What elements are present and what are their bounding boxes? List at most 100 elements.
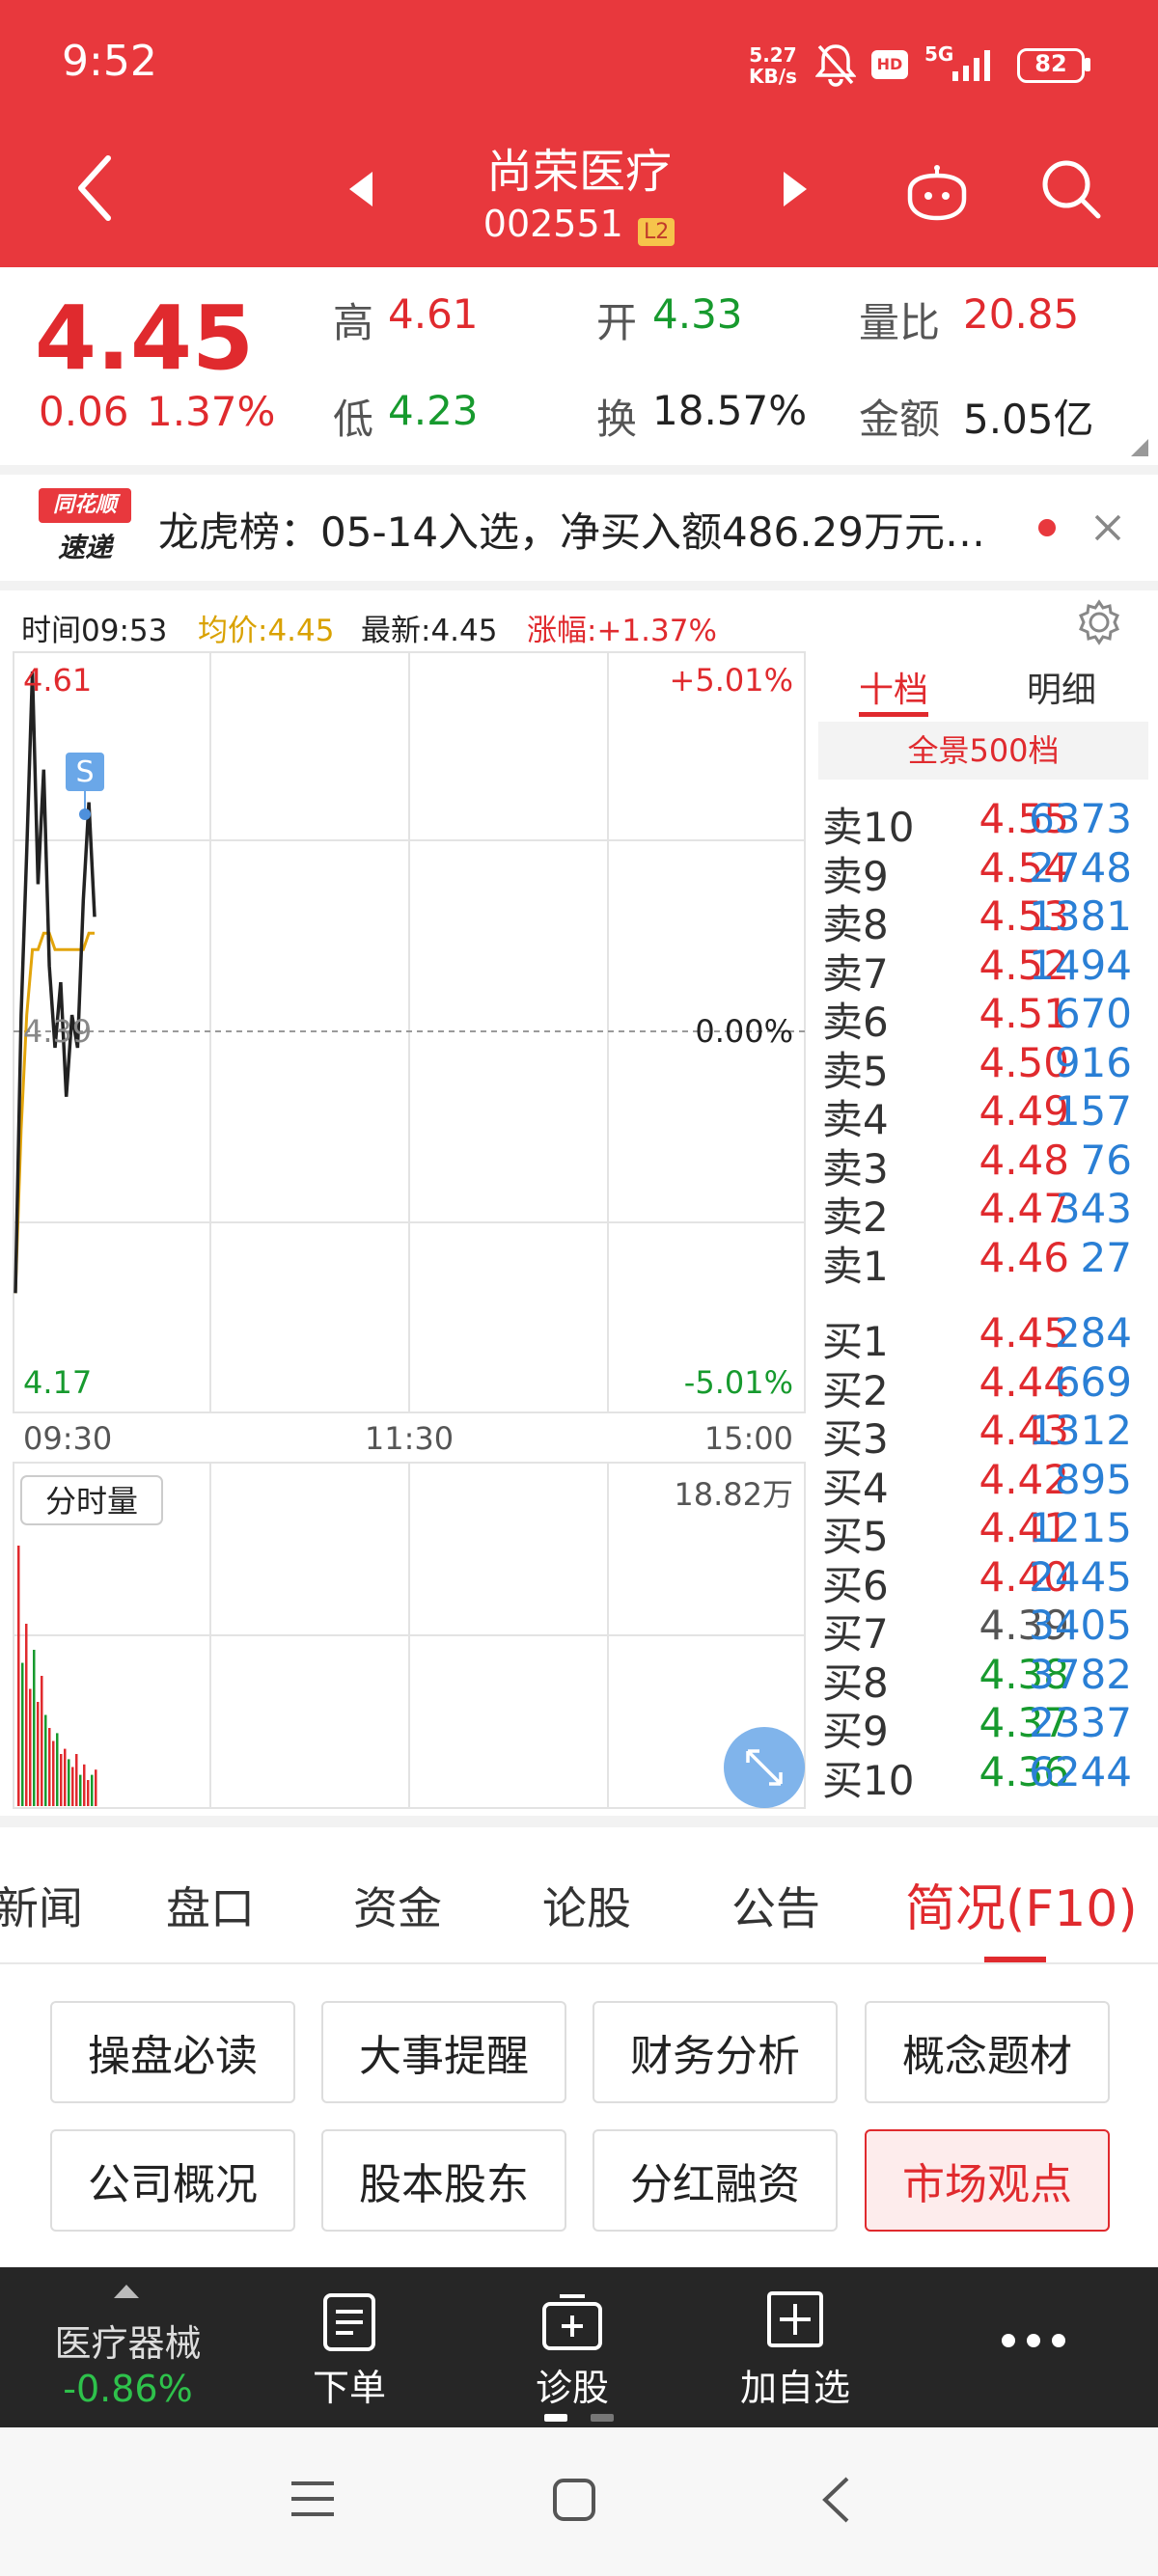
ask-row[interactable]: 卖1 4.46 27 <box>0 1234 1158 1290</box>
vol-tag[interactable]: 分时量 <box>20 1475 163 1525</box>
f10-button-3[interactable]: 概念题材 <box>865 2001 1110 2103</box>
tab-ten-levels[interactable]: 十档 <box>859 671 929 710</box>
low-value: 4.23 <box>388 387 479 434</box>
bid-price: 4.39 <box>979 1602 1069 1649</box>
ask-label: 卖7 <box>822 949 889 998</box>
system-back-icon[interactable] <box>820 2476 851 2524</box>
ask-row[interactable]: 卖5 4.50 916 <box>0 1038 1158 1095</box>
f10-button-2[interactable]: 财务分析 <box>593 2001 838 2103</box>
volume-bar <box>83 1764 86 1806</box>
search-icon[interactable] <box>1040 158 1102 220</box>
ask-row[interactable]: 卖4 4.49 157 <box>0 1087 1158 1143</box>
ask-row[interactable]: 卖3 4.48 76 <box>0 1137 1158 1192</box>
ask-price: 4.51 <box>979 990 1069 1037</box>
chart-mid-pct: 0.00% <box>695 1013 793 1050</box>
home-icon[interactable] <box>552 2478 596 2522</box>
ask-row[interactable]: 卖6 4.51 670 <box>0 990 1158 1046</box>
vol-tag-label: 分时量 <box>45 1483 138 1520</box>
next-stock-icon[interactable] <box>780 170 809 208</box>
bid-volume: 2337 <box>1029 1699 1132 1746</box>
tab-4[interactable]: 公告 <box>731 1882 820 1934</box>
bid-row[interactable]: 买7 4.39 3405 <box>0 1602 1158 1658</box>
add-watchlist-button[interactable]: 加自选 <box>739 2367 850 2409</box>
volume-bar <box>21 1662 24 1806</box>
more-icon[interactable] <box>1000 2331 1067 2350</box>
tab-0[interactable]: 新闻 <box>0 1882 83 1934</box>
f10-button-5[interactable]: 股本股东 <box>321 2129 566 2232</box>
bid-volume: 895 <box>1054 1455 1132 1503</box>
volume-bar <box>95 1769 97 1806</box>
panorama-button[interactable]: 全景500档 <box>818 722 1148 780</box>
f10-button-0[interactable]: 操盘必读 <box>50 2001 295 2103</box>
bid-row[interactable]: 买10 4.36 6244 <box>0 1748 1158 1804</box>
volume-bar <box>37 1702 40 1806</box>
ask-volume: 6373 <box>1029 795 1132 842</box>
high-label: 高 <box>333 299 374 346</box>
bid-row[interactable]: 买5 4.41 1215 <box>0 1504 1158 1560</box>
info-tabs: 新闻 盘口 资金 论股 公告 简况(F10) <box>0 1827 1158 1962</box>
tab-detail[interactable]: 明细 <box>1027 671 1097 710</box>
order-icon <box>323 2293 375 2351</box>
turnover-label: 换 <box>596 396 638 443</box>
ask-row[interactable]: 卖10 4.55 6373 <box>0 795 1158 851</box>
bid-label: 买6 <box>822 1561 889 1609</box>
f10-button-7[interactable]: 市场观点 <box>865 2129 1110 2232</box>
settings-icon[interactable] <box>1075 598 1123 646</box>
tab-active-underline <box>984 1957 1046 1962</box>
diagnose-button[interactable]: 诊股 <box>535 2367 609 2409</box>
fullscreen-button[interactable] <box>724 1727 805 1808</box>
vol-ratio-value: 20.85 <box>963 290 1080 338</box>
f10-button-6[interactable]: 分红融资 <box>593 2129 838 2232</box>
tab-1[interactable]: 盘口 <box>166 1882 255 1934</box>
bid-row[interactable]: 买1 4.45 284 <box>0 1309 1158 1365</box>
bid-row[interactable]: 买3 4.43 1312 <box>0 1407 1158 1463</box>
ask-row[interactable]: 卖7 4.52 1494 <box>0 942 1158 998</box>
tab-3[interactable]: 论股 <box>542 1882 631 1934</box>
battery-level: 82 <box>1034 50 1067 77</box>
ask-price: 4.53 <box>979 892 1069 940</box>
news-ticker[interactable]: 同花顺 速递 龙虎榜：05-14入选，净买入额486.29万元… <box>0 475 1158 581</box>
intraday-price-chart[interactable]: S 4.61 +5.01% 4.39 0.00% 4.17 -5.01% 09:… <box>0 648 809 1816</box>
divider <box>0 1816 1158 1827</box>
app-header: 9:52 5.27 KB/s HD 5G 82 尚荣医疗 002551 L2 <box>0 0 1158 267</box>
high-value: 4.61 <box>388 290 479 338</box>
volume-bar <box>79 1774 82 1806</box>
news-logo-bottom: 速递 <box>57 532 112 563</box>
robot-icon[interactable] <box>902 164 972 222</box>
bid-row[interactable]: 买4 4.42 895 <box>0 1455 1158 1512</box>
bid-label: 买3 <box>822 1415 889 1463</box>
signal-icon <box>952 50 990 81</box>
chart-low-pct: -5.01% <box>684 1364 793 1401</box>
ask-volume: 916 <box>1054 1038 1132 1086</box>
bid-row[interactable]: 买8 4.38 3782 <box>0 1651 1158 1707</box>
volume-bar <box>41 1676 43 1806</box>
ask-label: 卖8 <box>822 901 889 948</box>
diagnose-icon <box>542 2294 602 2350</box>
ask-row[interactable]: 卖2 4.47 343 <box>0 1185 1158 1241</box>
order-button[interactable]: 下单 <box>312 2367 386 2409</box>
ask-volume: 2748 <box>1029 843 1132 891</box>
bid-row[interactable]: 买6 4.40 2445 <box>0 1553 1158 1609</box>
bottom-nav: 医疗器械 -0.86% 下单 诊股 加自选 <box>0 2267 1158 2427</box>
chart-time: 时间09:53 <box>21 614 168 648</box>
ask-row[interactable]: 卖9 4.54 2748 <box>0 843 1158 900</box>
volume-bar <box>25 1624 28 1806</box>
f10-button-4[interactable]: 公司概况 <box>50 2129 295 2232</box>
prev-stock-icon[interactable] <box>347 170 376 208</box>
ask-row[interactable]: 卖8 4.53 1381 <box>0 892 1158 948</box>
ask-label: 卖2 <box>822 1193 889 1241</box>
tab-5[interactable]: 简况(F10) <box>905 1880 1138 1938</box>
bid-row[interactable]: 买2 4.44 669 <box>0 1358 1158 1414</box>
f10-button-1[interactable]: 大事提醒 <box>321 2001 566 2103</box>
expand-corner-icon[interactable] <box>1131 439 1148 456</box>
sector-label[interactable]: 医疗器械 <box>54 2322 202 2365</box>
chart-avg: 均价:4.45 <box>198 614 335 648</box>
net-speed: 5.27 KB/s <box>749 44 797 87</box>
tab-2[interactable]: 资金 <box>353 1882 442 1934</box>
close-icon[interactable] <box>1093 513 1122 542</box>
divider <box>0 1962 1158 1964</box>
bid-row[interactable]: 买9 4.37 2337 <box>0 1699 1158 1755</box>
signal-marker[interactable]: S <box>66 753 104 820</box>
menu-icon[interactable] <box>290 2480 336 2518</box>
back-icon[interactable] <box>75 154 114 222</box>
